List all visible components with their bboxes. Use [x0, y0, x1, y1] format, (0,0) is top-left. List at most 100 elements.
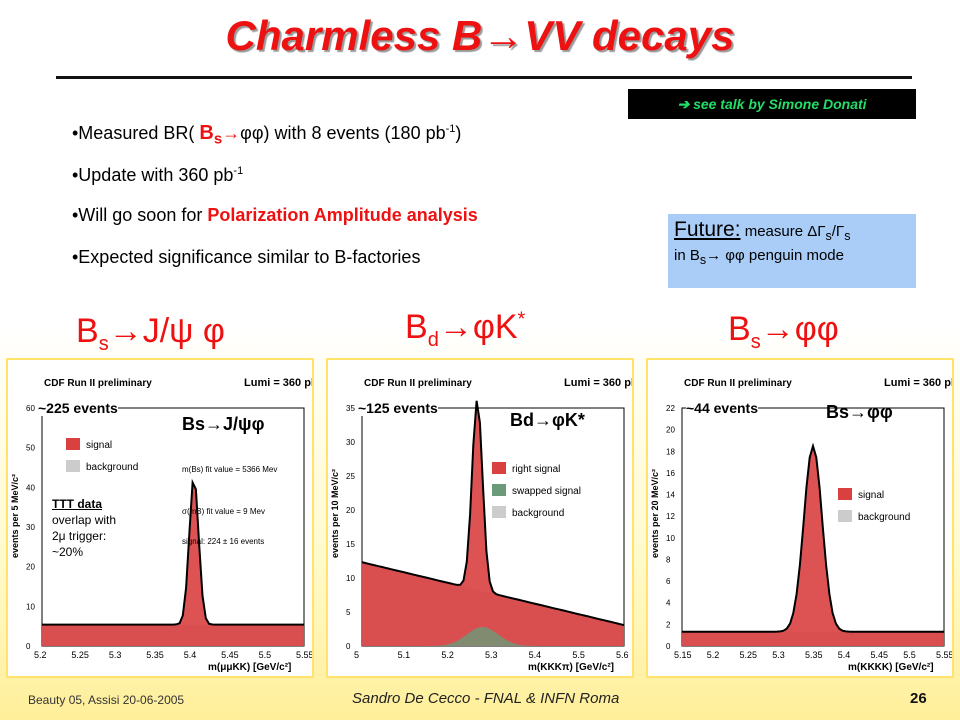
y-tick-label: 5 [346, 608, 351, 617]
plot-2-title-sup: * [517, 308, 526, 331]
plot-lumi: Lumi = 360 pb⁻¹ [884, 377, 952, 389]
page-number: 26 [910, 690, 927, 707]
bullet-3: •Will go soon for Polarization Amplitude… [72, 204, 478, 226]
plot-panel-2: CDF Run II preliminary Lumi = 360 pb⁻¹ 5 5.… [326, 358, 634, 678]
ttt-note: TTT data overlap with 2μ trigger: ~20% [52, 496, 116, 560]
plot-2-svg: CDF Run II preliminary Lumi = 360 pb⁻¹ 5 5.… [330, 377, 632, 673]
legend-label: right signal [512, 464, 560, 475]
x-tick-label: 5.3 [772, 650, 785, 660]
legend-swatch [838, 510, 852, 522]
x-tick-label: 5.2 [441, 650, 454, 660]
x-tick-label: 5.35 [805, 650, 823, 660]
reference-box[interactable]: ➔ see talk by Simone Donati [628, 89, 916, 119]
legend-swatch [838, 488, 852, 500]
y-tick-label: 6 [666, 577, 671, 586]
y-tick-label: 2 [666, 620, 671, 629]
bullet-1-sup: -1 [445, 123, 456, 135]
bullet-3-highlight: Polarization Amplitude analysis [207, 205, 478, 225]
plot-1-title-rest: →J/ψ φ [108, 312, 225, 350]
plot-1-title: Bs→J/ψ φ [76, 312, 225, 356]
y-tick-label: 30 [26, 523, 35, 532]
legend-label: swapped signal [512, 486, 581, 497]
plot-lumi: Lumi = 360 pb⁻¹ [564, 377, 632, 389]
y-tick-label: 22 [666, 404, 675, 413]
x-tick-label: 5.55 [936, 650, 952, 660]
swapped-signal-area [362, 627, 624, 646]
plot-3-title: Bs→φφ [728, 310, 839, 354]
signal-area [42, 482, 304, 646]
x-tick-label: 5.3 [485, 650, 498, 660]
bullet-1: •Measured BR( Bs→φφ) with 8 events (180 … [72, 118, 461, 151]
bullet-4: •Expected significance similar to B-fact… [72, 247, 421, 267]
bullet-1-symbol: B [199, 122, 214, 144]
y-tick-label: 4 [666, 599, 671, 608]
plot-1-title-main: B [76, 312, 99, 350]
ttt-line-2: overlap with [52, 513, 117, 527]
decay-label: Bs→φφ [826, 402, 893, 422]
x-tick-label: 5.2 [34, 650, 47, 660]
ttt-line-4: ~20% [52, 545, 84, 559]
x-tick-label: 5.5 [259, 650, 272, 660]
arrow-right-icon: ➔ [677, 95, 694, 112]
future-sub1: s [825, 229, 832, 243]
legend-swatch [66, 460, 80, 472]
x-axis-label: m(KKKK) [GeV/c²] [848, 662, 934, 673]
future-box: Future: measure ΔΓs/Γs in Bs→ φφ penguin… [668, 214, 916, 288]
plot-1-title-sub: s [98, 332, 109, 355]
fit-curve [42, 478, 304, 626]
y-tick-label: 16 [666, 469, 675, 478]
x-tick-label: 5.45 [871, 650, 889, 660]
x-tick-label: 5.55 [296, 650, 312, 660]
x-tick-label: 5.6 [616, 650, 629, 660]
bullet-1-post: φφ) with 8 events (180 pb [240, 123, 446, 143]
legend-swatch [492, 462, 506, 474]
x-tick-label: 5.35 [146, 650, 164, 660]
fit-curve [682, 442, 944, 633]
future-line2: in B [674, 247, 700, 264]
bullet-1-pre: •Measured BR( [72, 123, 200, 143]
signal-area [362, 400, 624, 646]
x-tick-label: 5.1 [398, 650, 411, 660]
footer-left: Beauty 05, Assisi 20-06-2005 [28, 693, 185, 707]
x-tick-label: 5.25 [740, 650, 758, 660]
plot-3-events: ~44 events [686, 400, 758, 416]
y-tick-label: 20 [26, 563, 35, 572]
bullet-2-sup: -1 [233, 165, 244, 177]
bullet-1-arrow: → [222, 123, 241, 143]
legend-swatch [492, 484, 506, 496]
signal-area [682, 446, 944, 646]
title-rule [56, 76, 912, 79]
slide-title: Charmless B→VV decays [225, 12, 735, 59]
plot-header: CDF Run II preliminary [684, 378, 792, 389]
x-tick-label: 5 [354, 650, 359, 660]
future-label: Future: [674, 218, 741, 241]
legend-label: background [512, 508, 564, 519]
fit-mass: m(Bs) fit value = 5366 Mev [182, 465, 277, 474]
x-tick-label: 5.2 [707, 650, 720, 660]
future-sub2: s [844, 229, 851, 243]
bullet-1-sub: s [213, 130, 223, 148]
ttt-line-3: 2μ trigger: [52, 529, 107, 543]
y-tick-label: 0 [666, 642, 671, 651]
future-mid: /Γ [831, 223, 845, 240]
y-tick-label: 10 [666, 534, 675, 543]
y-tick-label: 15 [346, 540, 355, 549]
x-tick-label: 5.3 [109, 650, 122, 660]
future-line2b: → φφ penguin mode [706, 247, 844, 264]
y-tick-label: 50 [26, 444, 35, 453]
x-tick-label: 5.5 [572, 650, 585, 660]
plot-3-title-main: B [728, 310, 751, 348]
bullet-3-pre: •Will go soon for [72, 205, 208, 225]
y-tick-label: 12 [666, 512, 675, 521]
y-axis-label: events per 10 MeV/c² [330, 469, 340, 558]
future-sub3: s [699, 253, 707, 267]
plot-2-title-sub: d [427, 328, 439, 351]
plot-3-title-sub: s [750, 330, 761, 353]
future-line1: measure ΔΓ [740, 223, 826, 240]
plot-1-svg: CDF Run II preliminary Lumi = 360 pb⁻¹ 5.2… [10, 377, 312, 673]
y-tick-label: 10 [26, 602, 35, 611]
plot-2-title-rest: →φK [438, 308, 518, 346]
y-tick-label: 20 [666, 426, 675, 435]
y-tick-label: 40 [26, 483, 35, 492]
plot-panel-1: CDF Run II preliminary Lumi = 360 pb⁻¹ 5.2… [6, 358, 314, 678]
